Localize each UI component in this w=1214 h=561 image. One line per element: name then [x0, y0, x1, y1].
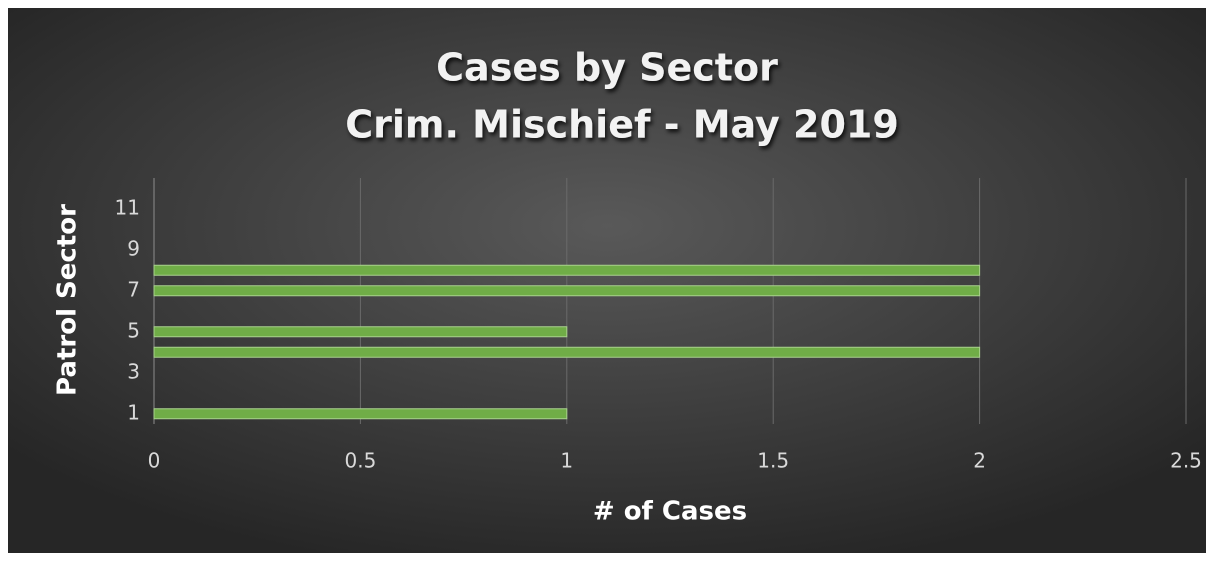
bar	[153, 285, 981, 297]
y-tick-label: 1	[127, 400, 140, 424]
x-tick-label: 0	[148, 449, 161, 473]
bar	[153, 346, 981, 358]
x-tick-label: 1.5	[757, 449, 789, 473]
x-tick-label: 1	[560, 449, 573, 473]
y-tick-label: 3	[127, 359, 140, 383]
y-tick-label: 9	[127, 236, 140, 260]
y-tick-label: 5	[127, 318, 140, 342]
bar	[153, 264, 981, 276]
chart-background	[8, 8, 1206, 553]
y-tick-label: 7	[127, 277, 140, 301]
x-axis-title: # of Cases	[593, 497, 747, 527]
bar	[153, 408, 568, 420]
x-tick-label: 2	[973, 449, 986, 473]
chart-title: Cases by Sector	[436, 46, 778, 90]
y-tick-label: 11	[115, 195, 140, 219]
x-tick-label: 0.5	[344, 449, 376, 473]
x-tick-label: 2.5	[1170, 449, 1202, 473]
chart-subtitle: Crim. Mischief - May 2019	[345, 103, 899, 147]
y-axis-title: Patrol Sector	[53, 204, 83, 396]
bar	[153, 326, 568, 338]
